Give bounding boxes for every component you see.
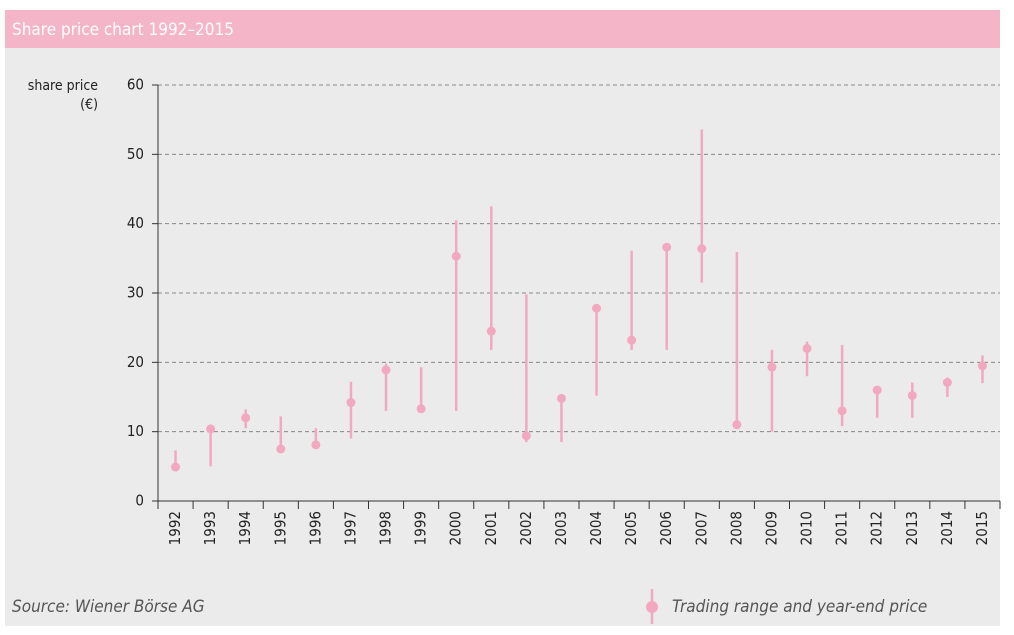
x-tick-label: 2009 — [762, 511, 780, 545]
y-axis-label: (€) — [80, 97, 98, 113]
x-tick-label: 2002 — [517, 511, 535, 545]
year-end-price — [171, 462, 181, 472]
year-end-price — [592, 303, 602, 313]
year-end-price — [977, 361, 987, 371]
year-end-price — [241, 413, 251, 423]
x-tick-label: 1994 — [236, 511, 254, 545]
x-tick-label: 1998 — [377, 511, 395, 545]
y-axis-label: share price — [28, 78, 98, 94]
year-end-price — [872, 385, 882, 395]
panel — [5, 48, 1000, 626]
x-tick-label: 2001 — [482, 511, 500, 545]
y-tick-label: 30 — [127, 284, 144, 302]
x-tick-label: 1993 — [201, 511, 219, 545]
source: Source: Wiener Börse AG — [12, 597, 205, 617]
x-tick-label: 1992 — [166, 511, 184, 545]
x-tick-label: 2015 — [973, 511, 991, 545]
year-end-price — [662, 242, 672, 252]
year-end-price — [346, 398, 356, 408]
x-tick-label: 2010 — [798, 511, 816, 545]
legend-swatch — [646, 601, 658, 613]
year-end-price — [697, 244, 707, 254]
header-band — [5, 10, 1000, 48]
x-tick-label: 2011 — [833, 511, 851, 545]
y-tick-label: 60 — [127, 76, 144, 94]
x-tick-label: 2014 — [938, 511, 956, 545]
x-tick-label: 2005 — [622, 511, 640, 545]
chart-title: Share price chart 1992–2015 — [12, 20, 234, 40]
x-tick-label: 2000 — [447, 511, 465, 545]
year-end-price — [381, 365, 391, 375]
x-tick-label: 2007 — [692, 511, 710, 545]
year-end-price — [276, 444, 286, 454]
x-tick-label: 1997 — [341, 511, 359, 545]
y-tick-label: 20 — [127, 353, 144, 371]
y-tick-label: 10 — [127, 422, 144, 440]
year-end-price — [942, 377, 952, 387]
x-tick-label: 2012 — [868, 511, 886, 545]
year-end-price — [311, 440, 321, 450]
x-tick-label: 2006 — [657, 511, 675, 545]
x-tick-label: 2003 — [552, 511, 570, 545]
x-tick-label: 1996 — [306, 511, 324, 545]
year-end-price — [627, 335, 637, 345]
year-end-price — [732, 420, 742, 430]
y-tick-label: 40 — [127, 214, 144, 232]
x-tick-label: 1999 — [412, 511, 430, 545]
year-end-price — [837, 406, 847, 416]
year-end-price — [521, 431, 531, 441]
y-tick-label: 50 — [127, 145, 144, 163]
year-end-price — [907, 391, 917, 401]
year-end-price — [802, 343, 812, 353]
x-tick-label: 2013 — [903, 511, 921, 545]
year-end-price — [556, 393, 566, 403]
year-end-price — [486, 326, 496, 336]
x-tick-label: 1995 — [271, 511, 289, 545]
year-end-price — [416, 404, 426, 414]
x-tick-label: 2008 — [727, 511, 745, 545]
year-end-price — [767, 362, 777, 372]
y-tick-label: 0 — [135, 492, 144, 510]
year-end-price — [451, 251, 461, 261]
legend-label: Trading range and year-end price — [672, 597, 927, 617]
year-end-price — [206, 424, 216, 434]
x-tick-label: 2004 — [587, 511, 605, 545]
